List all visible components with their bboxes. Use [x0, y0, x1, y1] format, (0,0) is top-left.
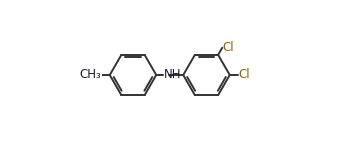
Text: Cl: Cl	[238, 69, 250, 81]
Text: Cl: Cl	[223, 41, 234, 54]
Text: CH₃: CH₃	[80, 69, 102, 81]
Text: NH: NH	[164, 68, 181, 81]
